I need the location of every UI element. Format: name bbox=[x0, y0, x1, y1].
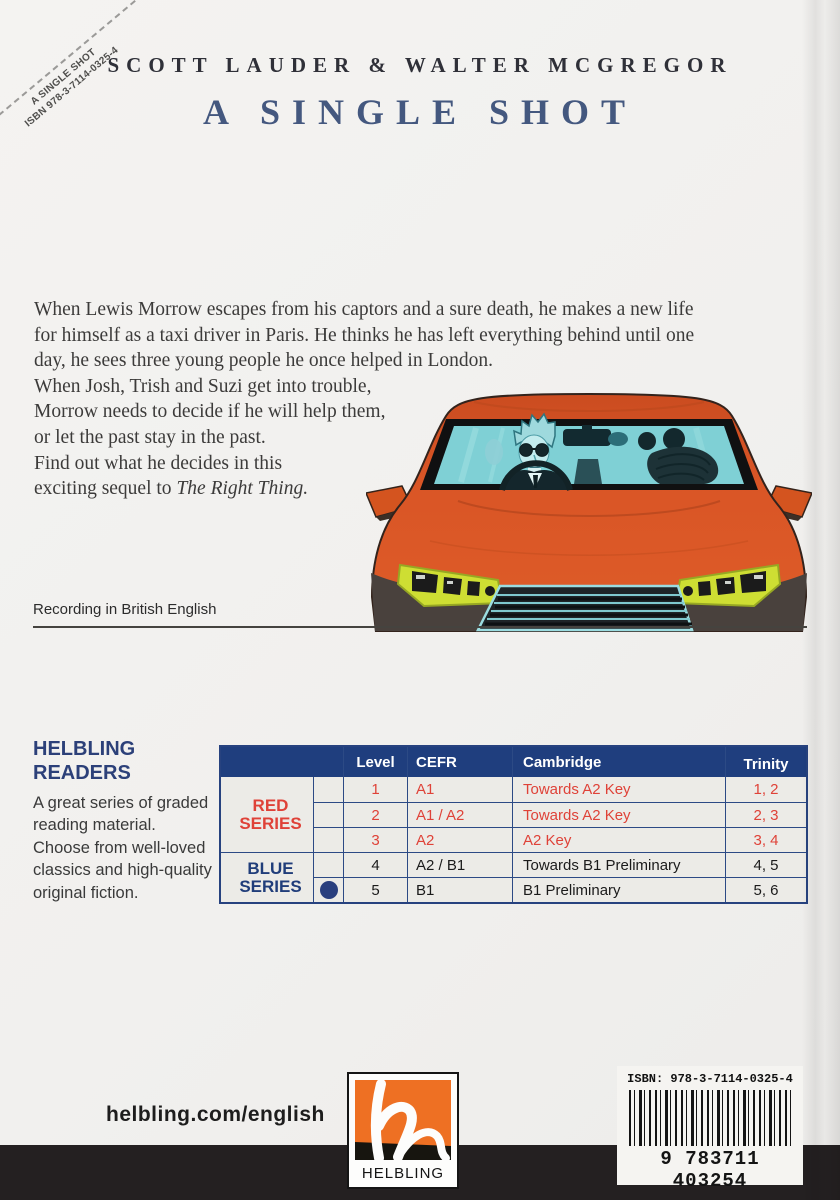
helbling-readers-block: HELBLING READERS A great series of grade… bbox=[33, 737, 218, 904]
blurb-line: Find out what he decides in this bbox=[34, 452, 283, 474]
readers-description-line: A great series of graded bbox=[33, 794, 209, 812]
table-cell-cefr: A1 / A2 bbox=[407, 802, 512, 827]
steering-wheel bbox=[499, 460, 573, 491]
readers-description-line: Choose from well-loved bbox=[33, 838, 206, 857]
marker-cell bbox=[313, 777, 343, 802]
table-header-cambridge: Cambridge bbox=[512, 747, 725, 777]
helbling-logo-mark bbox=[355, 1079, 451, 1163]
table-cell-cambridge: Towards A2 Key bbox=[512, 802, 725, 827]
table-cell-trinity: 2, 3 bbox=[725, 802, 806, 827]
table-cell-cambridge: Towards B1 Preliminary bbox=[512, 852, 725, 877]
marker-cell bbox=[313, 827, 343, 852]
readers-description-line: original fiction. bbox=[33, 883, 139, 902]
table-header-level: Level bbox=[343, 747, 407, 777]
table-header-trinity: Trinity bbox=[725, 747, 806, 777]
car-illustration bbox=[366, 392, 812, 632]
table-cell-level: 3 bbox=[343, 827, 407, 852]
blurb-last-prefix: exciting sequel to bbox=[34, 478, 177, 500]
back-cover-blurb: When Lewis Morrow escapes from his capto… bbox=[34, 297, 814, 502]
barcode-isbn-label: ISBN: 978-3-7114-0325-4 bbox=[627, 1072, 793, 1086]
recording-note: Recording in British English bbox=[33, 601, 217, 618]
table-cell-cambridge: B1 Preliminary bbox=[512, 877, 725, 902]
barcode-bars bbox=[629, 1090, 791, 1146]
book-title: A SINGLE SHOT bbox=[202, 92, 638, 132]
blurb-line: day, he sees three young people he once … bbox=[34, 350, 494, 372]
table-cell-level: 1 bbox=[343, 777, 407, 802]
table-cell-cefr: B1 bbox=[407, 877, 512, 902]
marker-cell bbox=[313, 852, 343, 877]
table-header-cefr: CEFR bbox=[407, 747, 512, 777]
table-cell-level: 5 bbox=[343, 877, 407, 902]
table-cell-level: 4 bbox=[343, 852, 407, 877]
readers-title-line: READERS bbox=[33, 762, 131, 784]
blurb-line: or let the past stay in the past. bbox=[34, 426, 266, 448]
blurb-line-last: exciting sequel to The Right Thing. bbox=[34, 476, 814, 502]
table-cell-cefr: A2 / B1 bbox=[407, 852, 512, 877]
helbling-logo: HELBLING bbox=[347, 1072, 459, 1189]
table-cell-trinity: 4, 5 bbox=[725, 852, 806, 877]
authors-line: SCOTT LAUDER & WALTER MCGREGOR bbox=[107, 53, 733, 77]
table-cell-level: 2 bbox=[343, 802, 407, 827]
readers-description-line: reading material. bbox=[33, 816, 156, 835]
sunglasses-right-lens bbox=[535, 443, 549, 457]
table-header-corner bbox=[221, 747, 343, 777]
website-url: helbling.com/english bbox=[106, 1103, 325, 1126]
readers-description-line: classics and high-quality bbox=[33, 861, 212, 880]
marker-cell bbox=[313, 877, 343, 902]
table-cell-cefr: A2 bbox=[407, 827, 512, 852]
red-series-label: RED SERIES bbox=[239, 795, 302, 833]
blue-series-label: BLUE SERIES bbox=[221, 852, 313, 902]
blurb-line: Morrow needs to decide if he will help t… bbox=[34, 401, 386, 423]
marker-cell bbox=[313, 802, 343, 827]
table-cell-trinity: 3, 4 bbox=[725, 827, 806, 852]
readers-title-line: HELBLING bbox=[33, 738, 136, 760]
helbling-logo-text: HELBLING bbox=[361, 1165, 445, 1182]
blurb-line: When Josh, Trish and Suzi get into troub… bbox=[34, 375, 372, 397]
barcode-block: ISBN: 978-3-7114-0325-4 9 783711 403254 bbox=[617, 1066, 803, 1192]
blurb-sequel-title: The Right Thing. bbox=[176, 478, 309, 500]
table-cell-cefr: A1 bbox=[407, 777, 512, 802]
sunglasses-left-lens bbox=[519, 443, 533, 457]
blurb-line: When Lewis Morrow escapes from his capto… bbox=[34, 299, 694, 320]
divider-rule bbox=[33, 626, 807, 628]
table-cell-trinity: 1, 2 bbox=[725, 777, 806, 802]
table-cell-trinity: 5, 6 bbox=[725, 877, 806, 902]
readers-description: A great series of graded reading materia… bbox=[33, 792, 218, 904]
current-level-dot bbox=[319, 881, 338, 899]
barcode-digits: 9 783711 403254 bbox=[660, 1148, 760, 1192]
table-cell-cambridge: A2 Key bbox=[512, 827, 725, 852]
table-cell-cambridge: Towards A2 Key bbox=[512, 777, 725, 802]
blurb-line: for himself as a taxi driver in Paris. H… bbox=[34, 324, 695, 346]
levels-table: Level CEFR Cambridge Trinity RED SERIES … bbox=[219, 745, 808, 904]
